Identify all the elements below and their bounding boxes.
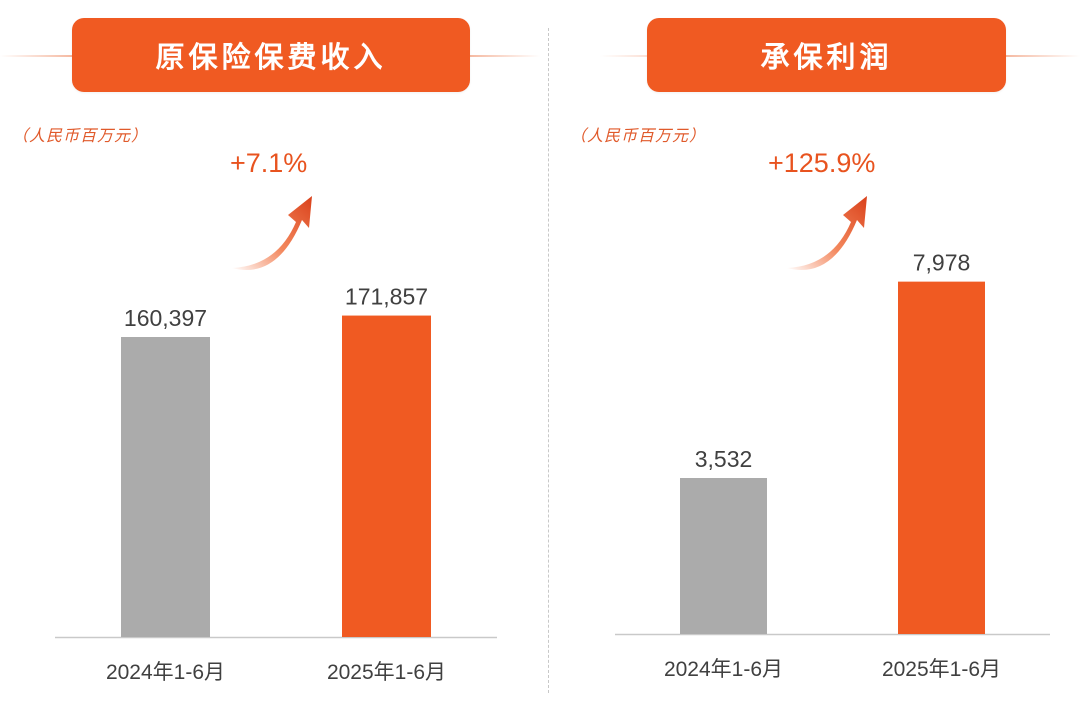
bar-chart: 160,397 2024年1-6月 171,857 2025年1-6月 — [55, 196, 497, 684]
title-rule-right — [470, 55, 540, 57]
bar-2 — [342, 315, 431, 637]
chart-title: 承保利润 — [647, 18, 1006, 92]
panel-divider — [548, 28, 549, 693]
unit-label: （人民币百万元） — [12, 126, 149, 145]
x-tick-label: 2024年1-6月 — [106, 661, 225, 684]
underwriting-profit-panel: 承保利润 （人民币百万元） +125.9% 3,532 2024年1-6月 7,97… — [540, 0, 1080, 705]
x-tick-label: 2025年1-6月 — [882, 658, 1001, 681]
x-tick-label: 2025年1-6月 — [327, 661, 446, 684]
growth-arrow-icon — [787, 196, 867, 270]
bar-1 — [680, 478, 767, 634]
title-rule-right — [1006, 55, 1080, 57]
premium-income-panel: 原保险保费收入 （人民币百万元） +7.1% 160,397 2024年1-6月 1… — [0, 18, 540, 684]
x-tick-label: 2024年1-6月 — [664, 658, 783, 681]
data-label: 7,978 — [913, 250, 971, 276]
growth-arrow-icon — [232, 196, 312, 270]
bar-1 — [121, 337, 210, 637]
bar-chart: 3,532 2024年1-6月 7,978 2025年1-6月 — [615, 196, 1050, 681]
data-label: 171,857 — [345, 284, 428, 310]
data-label: 160,397 — [124, 305, 207, 331]
chart-title: 原保险保费收入 — [72, 18, 470, 92]
data-label: 3,532 — [695, 446, 753, 472]
growth-label: +125.9% — [768, 148, 876, 178]
growth-label: +7.1% — [230, 148, 308, 178]
bar-2 — [898, 281, 985, 634]
title-rule-left — [0, 55, 72, 57]
unit-label: （人民币百万元） — [570, 126, 707, 145]
